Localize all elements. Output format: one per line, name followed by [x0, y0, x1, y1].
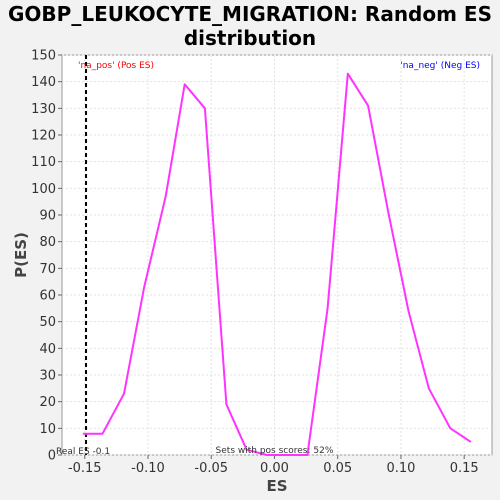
y-tick-label: 0 — [48, 449, 56, 464]
sets-pos-scores-label: Sets with pos scores: 52% — [216, 446, 334, 456]
distribution-point — [469, 440, 472, 443]
y-tick-label: 130 — [31, 102, 56, 117]
distribution-point — [245, 448, 248, 451]
y-tick-label: 10 — [39, 422, 56, 437]
chart-title-line-1: GOBP_LEUKOCYTE_MIGRATION: Random ES — [8, 2, 492, 26]
distribution-point — [143, 286, 146, 288]
x-tick-label: -0.05 — [194, 461, 228, 476]
x-tick-label: 0.15 — [450, 461, 479, 476]
y-tick-label: 110 — [31, 155, 56, 170]
y-axis-label: P(ES) — [12, 232, 30, 278]
x-tick-label: 0.05 — [323, 461, 352, 476]
neg-es-label: 'na_neg' (Neg ES) — [400, 61, 480, 71]
distribution-point — [306, 454, 309, 456]
x-tick-label: 0.00 — [260, 461, 289, 476]
pos-es-label: 'na_pos' (Pos ES) — [78, 61, 154, 71]
x-tick-label: -0.15 — [68, 461, 102, 476]
distribution-point — [123, 392, 125, 395]
y-tick-label: 140 — [31, 75, 56, 90]
y-tick-label: 30 — [39, 369, 56, 384]
distribution-point — [286, 454, 288, 456]
distribution-point — [266, 454, 268, 456]
y-tick-label: 100 — [31, 182, 56, 197]
axes: 0 10 20 30 40 50 60 70 80 90 100 110 120 130 140 150 -0.… — [31, 49, 478, 477]
distribution-point — [407, 310, 410, 312]
y-tick-label: 80 — [39, 235, 56, 250]
y-tick-label: 90 — [39, 209, 56, 224]
annotations: 'na_pos' (Pos ES) 'na_neg' (Neg ES) Real… — [56, 61, 480, 457]
y-tick-label: 20 — [39, 395, 56, 410]
real-es-label: Real ES -0.1 — [56, 447, 110, 457]
distribution-point — [326, 307, 329, 310]
y-tick-label: 50 — [39, 315, 56, 330]
distribution-line — [83, 72, 472, 456]
distribution-point — [82, 432, 85, 435]
plot-area — [61, 54, 493, 456]
distribution-point — [204, 107, 206, 110]
chart-title: GOBP_LEUKOCYTE_MIGRATION: Random ES dist… — [0, 2, 500, 50]
distribution-point — [449, 427, 452, 430]
y-tick-label: 60 — [39, 289, 56, 304]
y-tick-label: 40 — [39, 342, 56, 357]
distribution-point — [183, 83, 186, 86]
distribution-point — [225, 403, 228, 406]
x-tick-label: -0.10 — [131, 461, 165, 476]
distribution-point — [427, 387, 430, 390]
x-tick-label: 0.10 — [386, 461, 415, 476]
distribution-point — [387, 211, 390, 214]
chart-title-line-2: distribution — [183, 26, 317, 50]
distribution-point — [367, 104, 369, 107]
y-tick-label: 120 — [31, 129, 56, 144]
y-tick-label: 150 — [31, 49, 56, 64]
y-tick-label: 70 — [39, 262, 56, 277]
grid — [62, 54, 492, 456]
x-axis-label: ES — [266, 477, 287, 495]
distribution-point — [347, 72, 349, 75]
distribution-point — [164, 195, 167, 198]
marks — [82, 55, 472, 456]
distribution-point — [101, 432, 104, 435]
